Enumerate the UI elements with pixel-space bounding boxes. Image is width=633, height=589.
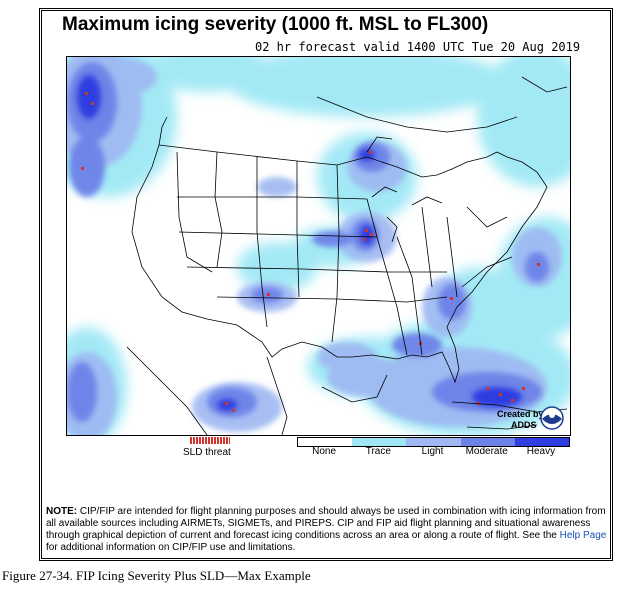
map-title: Maximum icing severity (1000 ft. MSL to … <box>62 14 489 35</box>
created-by-adds-logo: Created by ADDS <box>497 406 564 430</box>
sld-threat-swatch <box>190 437 230 444</box>
forecast-valid-time: 02 hr forecast valid 1400 UTC Tue 20 Aug… <box>255 40 581 54</box>
help-page-link[interactable]: Help Page <box>559 530 607 541</box>
logo-adds-text: ADDS <box>511 420 537 430</box>
scale-label-none: None <box>312 446 337 457</box>
base-map-outlines <box>126 76 568 435</box>
note-prefix: NOTE: <box>46 506 78 517</box>
logo-created-by-text: Created by <box>497 409 544 419</box>
scale-label-moderate: Moderate <box>465 446 508 457</box>
severity-color-scale <box>297 437 570 447</box>
scale-label-light: Light <box>421 446 444 457</box>
disclaimer-note: NOTE: CIP/FIP are intended for flight pl… <box>46 506 608 554</box>
figure-caption: Figure 27-34. FIP Icing Severity Plus SL… <box>2 568 311 583</box>
icing-map: Created by ADDS <box>66 56 571 436</box>
scale-swatch-light <box>406 438 461 446</box>
noaa-logo-icon <box>540 406 564 430</box>
scale-swatch-heavy <box>514 438 570 446</box>
scale-swatch-moderate <box>460 438 515 446</box>
moderate-icing-areas <box>67 62 549 422</box>
scale-swatch-none <box>298 438 353 446</box>
scale-swatch-trace <box>352 438 407 446</box>
severity-scale-labels: None Trace Light Moderate Heavy <box>297 446 568 460</box>
icing-map-svg: Created by ADDS <box>67 57 570 435</box>
scale-label-heavy: Heavy <box>526 446 556 457</box>
note-text-1: CIP/FIP are intended for flight planning… <box>46 506 606 541</box>
sld-threat-label: SLD threat <box>183 447 231 458</box>
scale-label-trace: Trace <box>365 446 391 457</box>
note-text-2: for additional information on CIP/FIP us… <box>46 542 296 553</box>
